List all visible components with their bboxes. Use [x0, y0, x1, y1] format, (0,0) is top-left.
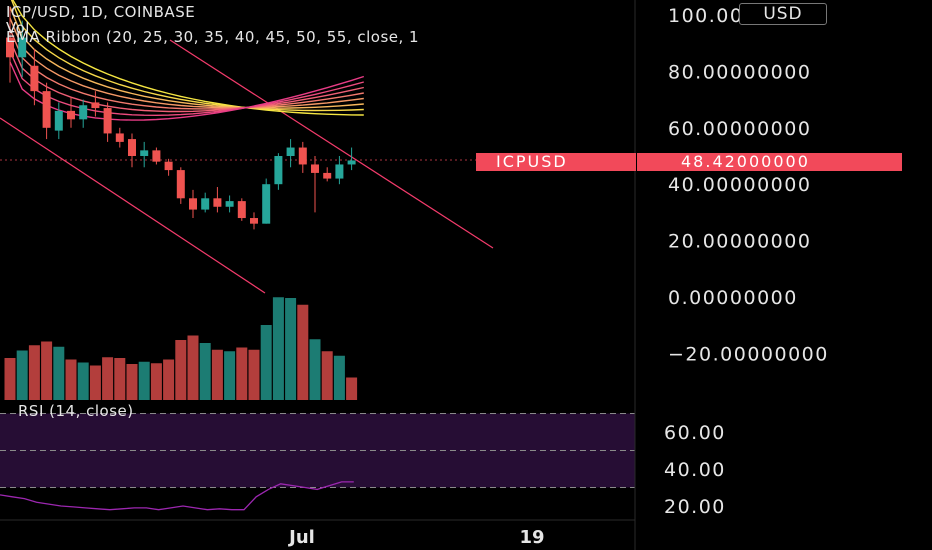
candle-body — [91, 102, 100, 109]
ema-line-30 — [9, 6, 364, 109]
volume-bar — [285, 298, 297, 400]
time-tick-label: Jul — [287, 527, 315, 548]
volume-bar — [4, 358, 16, 400]
ema-line-40 — [9, 28, 364, 110]
volume-bar — [211, 349, 223, 400]
candle-body — [335, 164, 344, 179]
volume-bar — [150, 363, 162, 400]
ema-line-20 — [12, 0, 364, 116]
volume-bar — [28, 345, 40, 400]
candle-body — [152, 150, 161, 162]
rsi-axis[interactable]: 60.00 40.00 20.00 — [664, 422, 726, 518]
rsi-tick-label: 40.00 — [664, 459, 726, 481]
volume-bar — [163, 359, 175, 400]
price-candles — [6, 6, 356, 230]
volume-bar — [77, 362, 89, 400]
candle-body — [274, 156, 283, 185]
candle-body — [201, 198, 210, 210]
price-tag-value: 48.42000000 — [681, 152, 810, 171]
volume-bar — [114, 358, 126, 400]
lower-trendline — [0, 117, 266, 294]
candle-body — [311, 164, 319, 173]
symbol-title: ICP/USD, 1D, COINBASE — [6, 3, 196, 21]
rsi-line — [0, 481, 354, 511]
price-tag-symbol: ICPUSD — [496, 152, 568, 171]
volume-bar — [309, 339, 321, 400]
currency-button[interactable]: USD — [739, 3, 827, 25]
volume-bar — [333, 355, 345, 400]
price-tag-separator — [636, 153, 637, 171]
rsi-tick-label: 20.00 — [664, 496, 726, 518]
candle-body — [323, 172, 332, 179]
volume-bar — [89, 365, 101, 400]
volume-bar — [187, 335, 199, 400]
candle-body — [164, 161, 173, 171]
rsi-series — [0, 481, 354, 511]
candle-body — [298, 147, 307, 165]
volume-bar — [260, 325, 272, 400]
volume-bar — [16, 350, 28, 400]
price-tick-label: 60.00000000 — [668, 118, 811, 140]
candle-body — [140, 150, 149, 156]
volume-bar — [126, 364, 138, 400]
time-axis[interactable]: Jul 19 — [287, 527, 544, 548]
candle-body — [189, 198, 197, 210]
volume-bar — [297, 304, 309, 400]
volume-bar — [272, 297, 284, 400]
trendlines[interactable] — [0, 39, 494, 294]
candle-body — [6, 37, 14, 58]
volume-bar — [248, 349, 260, 400]
time-tick-label: 19 — [519, 527, 544, 548]
volume-bar — [41, 341, 53, 400]
price-tick-label: 80.00000000 — [668, 61, 811, 83]
candle-body — [103, 108, 112, 134]
ema-ribbon-legend: EMA Ribbon (20, 25, 30, 35, 40, 45, 50, … — [6, 28, 420, 46]
ema-line-35 — [9, 17, 364, 109]
candle-body — [347, 160, 356, 165]
volume-bar — [199, 343, 211, 400]
volume-legend: Vol — [6, 19, 30, 37]
candle-body — [67, 110, 75, 120]
candle-body — [79, 105, 88, 120]
volume-bar — [236, 347, 248, 400]
rsi-tick-label: 60.00 — [664, 422, 726, 444]
volume-bar — [224, 351, 236, 400]
candle-body — [30, 65, 39, 92]
candle-body — [286, 147, 295, 156]
ema-line-25 — [10, 0, 364, 112]
volume-bar — [102, 357, 114, 400]
volume-bar — [321, 351, 333, 400]
volume-bar — [346, 377, 358, 400]
price-tick-label: −20.00000000 — [668, 343, 829, 365]
candle-body — [128, 139, 136, 156]
ema-line-50 — [9, 50, 364, 117]
candle-body — [18, 37, 27, 58]
rsi-legend: RSI (14, close) — [18, 402, 134, 420]
candle-body — [225, 201, 234, 207]
price-tick-label: 20.00000000 — [668, 231, 811, 253]
volume-bars — [4, 297, 358, 400]
rsi-background — [0, 413, 635, 488]
candle-body — [262, 184, 271, 224]
volume-bar — [53, 346, 65, 400]
price-tick-label: 40.00000000 — [668, 174, 811, 196]
axis-lines — [0, 0, 636, 550]
candle-body — [237, 201, 246, 219]
candle-body — [176, 170, 185, 199]
candle-body — [42, 91, 51, 128]
candle-body — [250, 218, 258, 224]
volume-bar — [138, 361, 150, 400]
candle-body — [54, 110, 63, 131]
candle-body — [213, 198, 222, 207]
ema-ribbon — [9, 0, 365, 121]
volume-bar — [175, 340, 187, 400]
last-price-tag: ICPUSD 48.42000000 — [476, 153, 902, 171]
price-axis[interactable]: 100.0000000080.0000000060.0000000040.000… — [668, 5, 829, 365]
price-tick-label: 0.00000000 — [668, 287, 798, 309]
candle-body — [115, 133, 124, 142]
volume-bar — [65, 359, 77, 400]
upper-trendline — [169, 39, 494, 249]
ema-line-45 — [9, 39, 364, 113]
